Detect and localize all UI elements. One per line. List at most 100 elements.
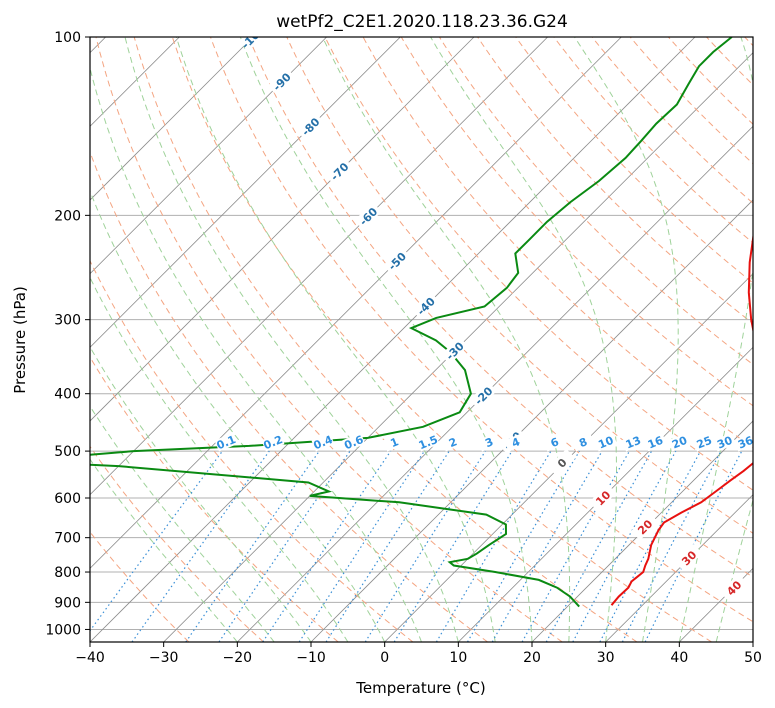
x-axis-label: Temperature (°C) [355,679,485,697]
dry-adiabat-line [133,37,638,642]
dry-adiabat-line [629,37,753,165]
mixing-ratio-label-backdrop [543,432,567,452]
mixing-ratio-label-backdrop [311,432,335,452]
isotherm-line [90,37,254,201]
isotherm-label-backdrop [411,291,440,320]
y-tick-label: 500 [54,444,81,460]
mixing-ratio-label-backdrop [667,432,691,452]
isotherm-label-backdrop [267,67,296,96]
mixing-ratio-label-backdrop [214,432,238,452]
x-tick-label: −20 [223,650,253,666]
dry-adiabat-line [324,37,753,491]
dry-adiabat-line [210,37,753,623]
moist-adiabat-line [574,37,679,642]
dry-adiabat-line [362,37,753,449]
isotherm-line [384,273,753,642]
isotherm-label-backdrop [588,483,617,512]
dry-adiabat-line [477,37,753,325]
mixing-ratio-label: 30 [715,434,734,452]
isotherm-label-backdrop [238,37,267,51]
mixing-ratio-label-backdrop [621,432,645,452]
mixing-ratio-line [435,450,552,642]
dry-adiabats [90,37,753,642]
mixing-ratio-label-backdrop [713,432,737,452]
mixing-ratio-label-backdrop [441,432,465,452]
isotherm-label-backdrop [547,448,576,477]
moist-adiabat-line [90,458,238,642]
mixing-ratio-label: 36 [736,434,755,452]
moist-adiabat-line [90,405,275,642]
moist-adiabat-line [715,498,753,642]
moist-adiabat-line [90,345,312,642]
mixing-ratio-label: 10 [596,434,615,452]
dry-adiabat-line [90,445,264,642]
moist-adiabat-line [90,65,422,642]
isotherm-line [605,494,753,642]
isotherm-line [90,37,327,275]
mixing-ratio-line [298,450,425,642]
dewpoint-profile [90,37,733,608]
plot-frame [89,36,754,643]
mixing-ratio-lines [90,450,743,642]
isotherm-line [531,420,753,642]
x-tick-label: 50 [744,650,762,666]
y-tick-label: 700 [54,531,81,547]
dry-adiabat-line [248,37,753,578]
mixing-ratio-line [572,450,677,642]
isotherm-line [163,52,753,642]
mixing-ratio-line [218,450,351,642]
mixing-ratio-line [364,450,486,642]
line-labels: -100-90-80-70-60-50-40-30-20-10010203040… [214,37,755,602]
mixing-ratio-label: 3 [483,435,495,450]
y-tick-label: 600 [54,491,81,507]
mixing-ratio-line [325,450,450,642]
mixing-ratio-label-backdrop [477,432,501,452]
isotherm-label-backdrop [325,157,353,185]
moist-adiabat-line [678,37,753,642]
x-tick-label: 30 [597,650,615,666]
y-tick-label: 900 [54,595,81,611]
mixing-ratio-label-backdrop [261,432,285,452]
mixing-ratio-label-backdrop [692,432,716,452]
y-axis-label: Pressure (hPa) [11,286,29,394]
isotherm-label-backdrop [674,543,703,572]
x-tick-label: 0 [380,650,389,666]
dry-adiabat-line [515,37,753,284]
y-tick-label: 200 [54,208,81,224]
mixing-ratio-line [185,450,320,642]
x-tick-label: −30 [149,650,179,666]
moist-adiabats [90,37,753,642]
x-tick-label: 40 [670,650,688,666]
mixing-ratio-label: 1 [389,435,401,450]
mixing-ratio-label: 8 [577,435,589,450]
y-tick-label: 100 [54,30,81,46]
mixing-ratio-label: 20 [670,434,689,452]
isotherm-line [237,125,753,642]
isotherm-line [90,37,622,569]
x-tick-label: 10 [449,650,467,666]
isotherm-line [90,37,401,348]
moist-adiabat-line [90,276,349,642]
isotherm-line [90,37,548,496]
isotherm-line [458,346,753,642]
x-tick-label: 20 [523,650,541,666]
isotherm-label-backdrop [469,381,498,410]
isotherm-line [90,37,475,422]
mixing-ratio-label-backdrop [382,432,406,452]
y-tick-label: 800 [54,565,81,581]
chart-title: wetPf2_C2E1.2020.118.23.36.G24 [276,12,568,32]
dry-adiabat-line [95,37,563,642]
y-tick-label: 1000 [45,622,81,638]
mixing-ratio-line [599,450,702,642]
moist-adiabat-line [430,37,617,642]
mixing-ratio-label: 2 [447,435,459,450]
mixing-ratio-line [393,450,513,642]
mixing-ratio-line [466,450,580,642]
isotherm-label-backdrop [630,512,659,541]
mixing-ratio-label-backdrop [504,432,528,452]
mixing-ratio-label: 25 [695,434,714,452]
x-tick-label: −40 [75,650,105,666]
isotherm-label-backdrop [382,247,411,275]
